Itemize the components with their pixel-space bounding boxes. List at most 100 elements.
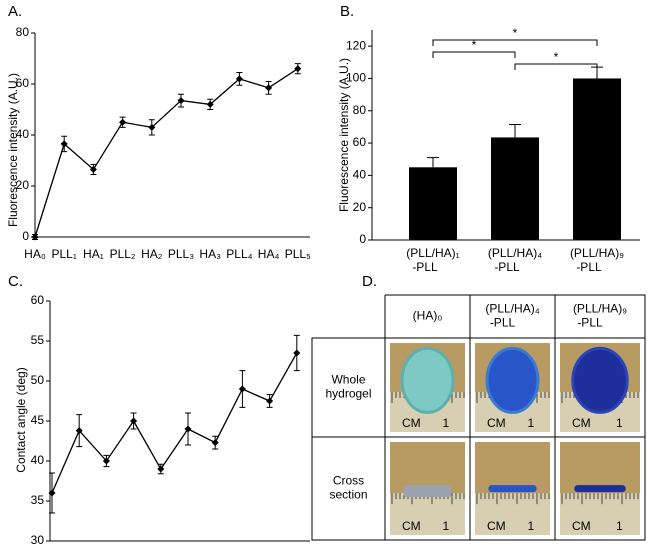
photo: CM 1: [390, 343, 465, 432]
x-tick-label: HA₂: [141, 247, 163, 261]
ruler: [560, 493, 640, 535]
panel-label: C.: [8, 273, 23, 290]
x-tick-label: HA₃: [199, 247, 221, 261]
ruler-unit: CM: [572, 519, 591, 533]
line: [34, 68, 299, 238]
point: [184, 425, 192, 433]
y-axis-label: Contact angle (deg): [14, 367, 28, 472]
x-tick-label: HA₁: [83, 247, 104, 261]
y-tick-label: 45: [31, 413, 45, 427]
y-tick-label: 80: [353, 103, 367, 117]
x-tick-label: HA₀: [24, 247, 46, 261]
y-tick-label: 40: [353, 168, 367, 182]
ruler-mark: 1: [443, 519, 450, 533]
y-tick-label: 0: [359, 232, 366, 246]
y-tick-label: 50: [31, 373, 45, 387]
ruler-mark: 1: [443, 416, 450, 430]
ruler-mark: 1: [616, 519, 623, 533]
y-tick-label: 100: [346, 71, 366, 85]
y-tick-label: 55: [31, 333, 45, 347]
point: [60, 140, 68, 148]
column-header: (PLL/HA)₄: [485, 302, 539, 316]
y-tick-label: 80: [16, 25, 30, 39]
y-tick-label: 35: [31, 493, 45, 507]
hydrogel: [571, 346, 629, 414]
x-tick-label: -PLL: [494, 260, 520, 274]
y-tick-label: 0: [22, 229, 29, 243]
point: [102, 457, 110, 465]
error-bar: [427, 157, 439, 168]
row-header: section: [329, 488, 367, 502]
y-tick-label: 20: [353, 200, 367, 214]
hydrogel: [485, 346, 540, 414]
point: [293, 349, 301, 357]
y-tick-label: 20: [16, 178, 30, 192]
photo: CM 1: [560, 343, 640, 432]
line: [51, 352, 298, 494]
x-tick-label: PLL₅: [285, 247, 311, 261]
x-tick-label: PLL₄: [226, 247, 252, 261]
panel-label: A.: [8, 3, 22, 20]
x-tick-label: HA₄: [258, 247, 280, 261]
y-tick-label: 30: [31, 533, 45, 546]
significance-bracket: [514, 63, 598, 70]
y-tick-label: 60: [353, 135, 367, 149]
y-axis-label: Fluorescence intensity (A.U.): [6, 73, 20, 227]
point: [89, 165, 97, 173]
hydrogel: [400, 346, 455, 414]
ruler: [475, 493, 550, 535]
hydrogel-section: [574, 485, 626, 493]
ruler-unit: CM: [572, 416, 591, 430]
point: [75, 427, 83, 435]
photo: CM 1: [475, 343, 550, 432]
y-tick-label: 40: [16, 127, 30, 141]
point: [157, 465, 165, 473]
significance-bracket: [432, 39, 598, 46]
x-tick-label: PLL₃: [168, 247, 194, 261]
significance-label: *: [472, 38, 477, 52]
y-tick-label: 60: [31, 293, 45, 307]
table-grid: [311, 294, 646, 541]
x-tick-label: -PLL: [412, 260, 438, 274]
column-header: (PLL/HA)₉: [573, 302, 627, 316]
y-tick-label: 120: [346, 38, 366, 52]
point: [294, 65, 302, 73]
point: [119, 118, 127, 126]
point: [266, 397, 274, 405]
panel-label: D.: [362, 273, 377, 290]
column-header: -PLL: [577, 316, 603, 330]
x-tick-label: (PLL/HA)₄: [488, 246, 542, 260]
y-tick-label: 60: [16, 76, 30, 90]
ruler-unit: CM: [402, 416, 421, 430]
point: [211, 439, 219, 447]
x-tick-label: PLL₁: [51, 247, 76, 261]
significance-label: *: [513, 26, 518, 40]
y-tick-label: 40: [31, 453, 45, 467]
row-header: Cross: [333, 474, 364, 488]
panel-label: B.: [340, 3, 354, 20]
point: [235, 75, 243, 83]
hydrogel-section: [488, 485, 537, 493]
column-header: -PLL: [490, 316, 516, 330]
row-header: Whole: [331, 373, 365, 387]
x-tick-label: -PLL: [576, 260, 602, 274]
point: [148, 123, 156, 131]
x-tick-label: (PLL/HA)₁: [406, 246, 459, 260]
photo: CM 1: [475, 442, 550, 535]
point: [177, 97, 185, 105]
x-tick-label: PLL₂: [110, 247, 136, 261]
point: [31, 233, 39, 241]
column-header: (HA)₀: [413, 309, 443, 323]
significance-label: *: [554, 50, 559, 64]
ruler: [390, 493, 465, 535]
row-header: hydrogel: [325, 387, 371, 401]
error-bar: [509, 124, 521, 138]
photo: CM 1: [560, 442, 640, 535]
y-axis-label: Fluorescence intensity (A.U.): [337, 58, 351, 212]
bar: [491, 137, 539, 240]
significance-bracket: [432, 51, 516, 58]
photo: CM 1: [390, 442, 465, 535]
ruler-mark: 1: [528, 519, 535, 533]
point: [130, 417, 138, 425]
